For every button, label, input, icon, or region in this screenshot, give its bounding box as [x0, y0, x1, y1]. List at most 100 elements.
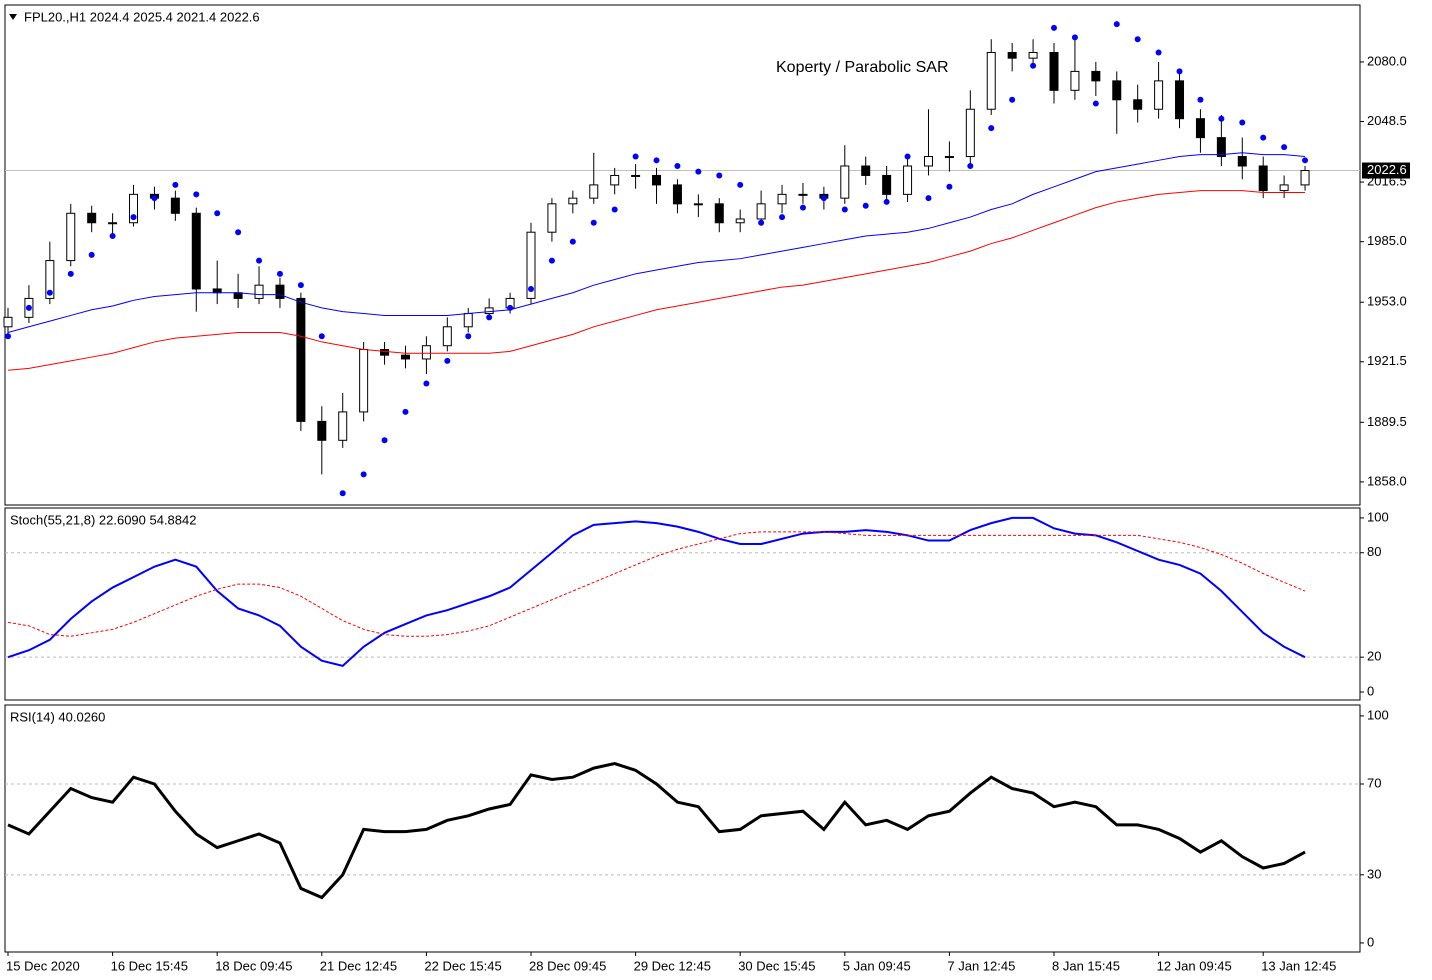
candle-body — [87, 212, 97, 224]
candle-body — [986, 51, 996, 110]
sar-dot — [297, 282, 304, 289]
candle-body — [3, 316, 13, 328]
candle-body — [191, 212, 201, 290]
sar-dot — [465, 333, 472, 340]
candle-body — [400, 354, 410, 360]
candle-body — [212, 288, 222, 294]
sar-dot — [674, 162, 681, 169]
sar-dot — [737, 181, 744, 188]
sar-dot — [716, 172, 723, 179]
candle-body — [1195, 118, 1205, 139]
sar-dot — [632, 153, 639, 160]
sar-dot — [1260, 134, 1267, 141]
sar-dot — [904, 153, 911, 160]
candle-body — [296, 297, 306, 422]
candle-body — [66, 212, 76, 262]
sar-dot — [548, 257, 555, 264]
sar-dot — [1134, 36, 1141, 43]
candle-body — [1028, 51, 1038, 59]
sar-dot — [318, 333, 325, 340]
candle-body — [1133, 99, 1143, 110]
sar-dot — [820, 195, 827, 202]
sar-dot — [653, 157, 660, 164]
candle-body — [484, 307, 494, 315]
sar-dot — [193, 191, 200, 198]
y-tick-label: 2080.0 — [1367, 53, 1407, 68]
sar-dot — [172, 181, 179, 188]
y-tick-label: 0 — [1367, 683, 1374, 698]
candle-body — [526, 231, 536, 299]
sar-dot — [423, 380, 430, 387]
sar-dot — [528, 285, 534, 292]
sar-dot — [486, 314, 493, 321]
candle-body — [1175, 80, 1185, 120]
x-tick-label: 12 Jan 09:45 — [1157, 958, 1232, 973]
chart-title: FPL20.,H1 2024.4 2025.4 2021.4 2022.6 — [24, 9, 260, 24]
candle-body — [693, 203, 703, 206]
sar-dot — [256, 257, 263, 264]
candle-body — [1112, 80, 1122, 101]
sar-dot — [1071, 34, 1078, 41]
sar-dot — [402, 408, 409, 415]
x-tick-label: 22 Dec 15:45 — [424, 958, 501, 973]
candle-body — [45, 260, 55, 299]
sar-dot — [925, 195, 932, 202]
sar-dot — [695, 168, 702, 175]
sar-dot — [444, 357, 451, 364]
candle-body — [568, 197, 578, 205]
candle-body — [714, 203, 724, 224]
sar-dot — [967, 162, 974, 169]
sar-dot — [1051, 24, 1057, 31]
sar-dot — [360, 471, 367, 478]
candle-body — [1091, 70, 1101, 82]
candle-body — [1070, 70, 1080, 91]
x-tick-label: 16 Dec 15:45 — [111, 958, 188, 973]
sar-dot — [1239, 119, 1246, 126]
y-tick-label: 1953.0 — [1367, 294, 1407, 309]
annotation: Koperty / Parabolic SAR — [776, 59, 949, 76]
sar-dot — [1092, 100, 1099, 107]
candle-body — [317, 420, 327, 441]
y-tick-label: 30 — [1367, 866, 1381, 881]
sar-dot — [1176, 68, 1183, 75]
sar-dot — [130, 214, 137, 221]
candle-body — [923, 156, 933, 167]
sar-dot — [862, 202, 869, 209]
candle-body — [1154, 80, 1164, 110]
candle-body — [903, 165, 913, 195]
sar-dot — [1281, 144, 1288, 151]
sar-dot — [1155, 49, 1162, 56]
sar-dot — [5, 333, 11, 340]
series-line — [7, 190, 1306, 371]
candle-body — [672, 184, 682, 205]
x-tick-label: 18 Dec 09:45 — [215, 958, 292, 973]
candle-body — [442, 326, 452, 347]
x-tick-label: 13 Jan 12:45 — [1261, 958, 1336, 973]
candle-body — [861, 165, 871, 176]
x-tick-label: 28 Dec 09:45 — [529, 958, 606, 973]
y-tick-label: 0 — [1367, 934, 1374, 949]
x-tick-label: 21 Dec 12:45 — [320, 958, 397, 973]
x-tick-label: 5 Jan 09:45 — [843, 958, 911, 973]
sar-dot — [46, 289, 53, 296]
sar-dot — [611, 206, 618, 213]
sar-dot — [841, 206, 848, 213]
y-tick-label: 2048.5 — [1367, 113, 1407, 128]
sar-dot — [67, 270, 74, 277]
candle-body — [631, 174, 641, 177]
candle-body — [1237, 156, 1247, 167]
y-tick-label: 20 — [1367, 649, 1381, 664]
y-tick-label: 1921.5 — [1367, 353, 1407, 368]
sar-dot — [1030, 62, 1037, 69]
y-tick-label: 70 — [1367, 775, 1381, 790]
sar-dot — [988, 125, 995, 132]
candle-body — [589, 184, 599, 199]
rsi-panel — [4, 704, 1361, 953]
candle-body — [108, 222, 118, 225]
menu-arrow — [9, 14, 17, 20]
sar-dot — [1218, 115, 1225, 122]
candle-body — [547, 203, 557, 233]
y-tick-label: 1985.0 — [1367, 233, 1407, 248]
rsi-title: RSI(14) 40.0260 — [10, 709, 105, 724]
